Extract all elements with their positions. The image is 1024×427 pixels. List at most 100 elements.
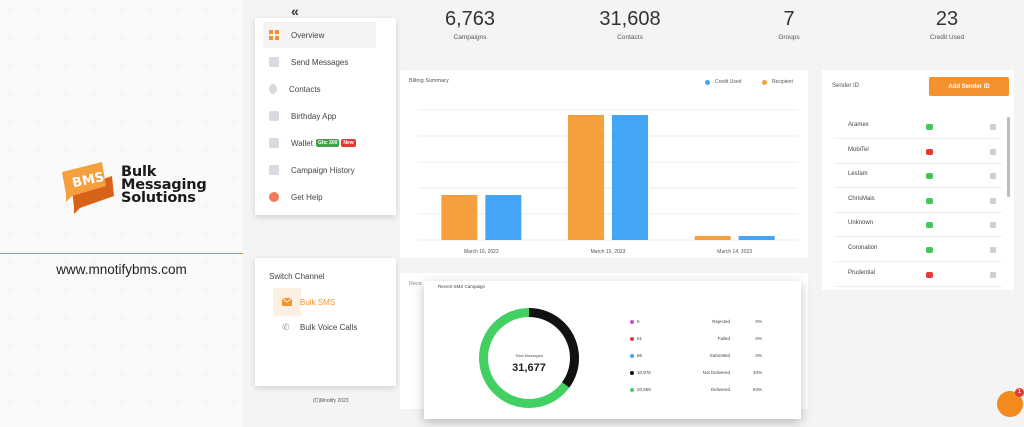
legend-dot <box>705 79 710 85</box>
sender-id-name: ChrisMais <box>848 195 875 202</box>
stat-percent: 0% <box>755 319 762 324</box>
stat-label: Contacts <box>617 34 643 41</box>
stat-value: 6,763 <box>444 8 496 30</box>
trash-icon[interactable] <box>990 271 996 278</box>
grid-icon <box>269 30 279 40</box>
new-badge: New <box>341 139 356 147</box>
stat-campaigns: 6,763 Campaigns <box>430 8 510 41</box>
stat-percent: 0% <box>755 353 762 358</box>
trash-icon[interactable] <box>990 247 996 253</box>
sidebar-item-label: Campaign History <box>291 165 355 175</box>
sender-list-scrollbar[interactable] <box>1007 117 1010 197</box>
stat-percent: 64% <box>752 387 762 392</box>
bar-credit-used[interactable] <box>612 115 648 240</box>
stat-value: 7 <box>783 8 795 30</box>
legend-label: Credit Used <box>715 79 742 85</box>
status-icon <box>926 173 933 180</box>
bar-credit-used[interactable] <box>738 236 775 240</box>
switch-channel-title: Switch Channel <box>269 272 325 281</box>
total-label: Total Messages <box>515 353 543 358</box>
sidebar-item-birthday-app[interactable]: Birthday App <box>263 103 376 129</box>
status-icon <box>926 124 933 130</box>
sidebar-item-wallet[interactable]: Wallet Ghc 300 New <box>263 130 376 156</box>
stat-credit-used: 23 Credit Used <box>907 8 987 41</box>
sidebar-item-campaign-history[interactable]: Campaign History <box>263 157 376 183</box>
legend-dot <box>762 79 767 85</box>
channel-bulk-voice-calls[interactable]: ✆ Bulk Voice Calls <box>273 313 363 341</box>
sender-id-row: Aramex <box>834 115 1002 139</box>
sender-id-row: ChrisMais <box>834 189 1002 213</box>
bar-credit-used[interactable] <box>485 195 522 240</box>
stat-value: 31,608 <box>599 8 661 30</box>
sidebar-item-label: Contacts <box>289 84 321 94</box>
stat-percent: 0% <box>755 336 762 341</box>
trash-icon[interactable] <box>990 197 996 204</box>
billing-title: Billing Summary <box>409 78 449 84</box>
channel-bulk-sms[interactable]: Bulk SMS <box>273 288 335 316</box>
sidebar-item-send-messages[interactable]: Send Messages <box>263 49 376 75</box>
sender-id-name: MobiTel <box>848 146 869 153</box>
stat-label: Not Delivered <box>702 370 730 375</box>
channel-label: Bulk Voice Calls <box>300 322 358 332</box>
recent-title: Recent SMS Campaign <box>438 284 486 289</box>
channel-label: Bulk SMS <box>300 297 336 307</box>
logo-line-1: Bulk <box>121 164 157 180</box>
total-value: 31,677 <box>512 362 546 374</box>
recent-sms-campaign-card: Recent SMS Campaign Total Messages 31,67… <box>424 281 801 419</box>
trash-icon[interactable] <box>990 173 996 180</box>
sender-id-row: Coronation <box>834 238 1002 262</box>
sender-id-panel: Sender ID Add Sender ID Aramex MobiTel Les… <box>822 70 1014 290</box>
trash-icon[interactable] <box>990 148 996 155</box>
sidebar-item-get-help[interactable]: Get Help <box>263 184 376 210</box>
envelope-icon <box>269 57 279 67</box>
status-icon <box>926 222 933 229</box>
stat-groups: 7 Groups <box>749 8 829 41</box>
chat-badge: 1 <box>1015 388 1024 397</box>
gift-icon <box>269 111 279 121</box>
stat-count: 20,559 <box>637 387 651 392</box>
sender-id-row: MobiTel <box>834 140 1002 164</box>
stat-count: 51 <box>637 336 643 341</box>
sidebar-item-contacts[interactable]: Contacts <box>263 76 376 102</box>
brand-panel: BMS Bulk Messaging Solutions www.mnotify… <box>0 0 243 427</box>
copyright: (C)Mnotify 2023 <box>313 398 349 404</box>
sender-id-row: Unknown <box>834 213 1002 238</box>
bar-recipient[interactable] <box>441 195 478 240</box>
switch-channel-panel: Switch Channel Bulk SMS ✆ Bulk Voice Cal… <box>255 258 396 386</box>
divider <box>0 253 243 254</box>
x-tick-label: March 14, 2023 <box>717 249 752 255</box>
stat-label: Credit Used <box>929 34 965 41</box>
billing-bar-chart: March 16, 2023 March 15, 2023 March 14, 20… <box>418 109 798 255</box>
bar-recipient[interactable] <box>694 236 731 240</box>
sender-id-name: Lesfam <box>848 171 868 178</box>
stat-label: Groups <box>778 34 800 41</box>
status-dot <box>630 388 634 392</box>
stat-count: 86 <box>637 353 643 358</box>
sidebar-item-label: Send Messages <box>291 57 349 67</box>
trash-icon[interactable] <box>990 222 996 229</box>
sender-id-row: Lesfam <box>834 164 1002 189</box>
person-icon <box>269 84 277 94</box>
sidebar-item-overview[interactable]: Overview <box>263 22 376 48</box>
stat-contacts: 31,608 Contacts <box>590 8 670 41</box>
svg-text:BMS: BMS <box>71 170 106 191</box>
bms-logo-icon: BMS <box>62 162 114 214</box>
bar-recipient[interactable] <box>568 115 604 240</box>
sidebar-item-label: Get Help <box>291 192 323 202</box>
stat-label: Submitted <box>709 353 730 358</box>
billing-summary-panel: Billing Summary Credit Used Recipient Ma… <box>400 70 808 258</box>
status-icon <box>926 148 933 155</box>
sender-id-name: Aramex <box>848 122 869 128</box>
donut-not-delivered <box>479 308 579 408</box>
status-dot <box>630 337 634 341</box>
collapse-sidebar-button[interactable]: « <box>291 3 299 19</box>
balance-badge: Ghc 300 <box>315 139 340 147</box>
stat-percent: 34% <box>752 370 762 375</box>
legend-credit-used: Credit Used <box>705 79 741 85</box>
envelope-icon <box>282 298 292 306</box>
sidebar-item-label: Birthday App <box>291 111 337 121</box>
trash-icon[interactable] <box>990 124 996 130</box>
status-icon <box>926 271 933 278</box>
sender-id-row: TestPhilos <box>834 287 1002 290</box>
add-sender-id-button[interactable]: Add Sender ID <box>929 77 1009 96</box>
